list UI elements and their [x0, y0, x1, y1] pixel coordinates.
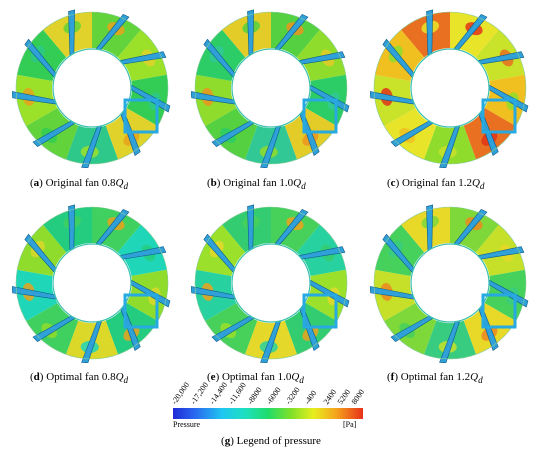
highlight-box [302, 98, 338, 134]
highlight-box [123, 98, 159, 134]
legend-tick: -6000 [264, 385, 283, 406]
legend-tick: 5200 [335, 387, 353, 406]
legend-tick: -20,000 [169, 380, 192, 406]
highlight-box [302, 293, 338, 329]
fan-contour-a [12, 9, 171, 168]
legend-tick: -14,400 [207, 380, 230, 406]
fan-panel-a [12, 8, 172, 168]
pressure-legend: -20,000 -17,200 -14,400 -11,600 -8800 -6… [169, 380, 371, 461]
highlight-box [123, 293, 159, 329]
legend-tick: 8000 [349, 387, 367, 406]
legend-unit-label: [Pa] [343, 420, 357, 429]
fan-panel-e [191, 203, 351, 363]
caption-g: (g) Legend of pressure [221, 435, 321, 447]
fan-contour-b [191, 9, 350, 168]
legend-tick: 2400 [321, 387, 339, 406]
fan-contour-e [191, 204, 350, 363]
legend-tick: -3200 [283, 385, 302, 406]
legend-tick: -11,600 [226, 380, 248, 406]
fan-panel-f [370, 203, 530, 363]
fan-contour-d [12, 204, 171, 363]
legend-color-bar [173, 408, 363, 419]
fan-panel-c [370, 8, 530, 168]
fan-contour-f [370, 204, 529, 363]
legend-tick: -17,200 [188, 380, 211, 406]
fan-panel-b [191, 8, 351, 168]
fan-panel-d [12, 203, 172, 363]
legend-tick: -8800 [245, 385, 264, 406]
caption-f: (f) Optimal fan 1.2Qd [387, 371, 483, 386]
fan-contour-c [370, 9, 529, 168]
highlight-box [481, 98, 517, 134]
highlight-box [481, 293, 517, 329]
caption-e: (e) Optimal fan 1.0Qd [207, 371, 304, 386]
legend-pressure-label: Pressure [173, 420, 201, 429]
caption-a: (a) Original fan 0.8Qd [30, 177, 129, 192]
caption-b: (b) Original fan 1.0Qd [207, 177, 306, 192]
caption-c: (c) Original fan 1.2Qd [387, 177, 485, 192]
caption-d: (d) Optimal fan 0.8Qd [30, 371, 129, 386]
legend-tick: -400 [302, 388, 319, 406]
